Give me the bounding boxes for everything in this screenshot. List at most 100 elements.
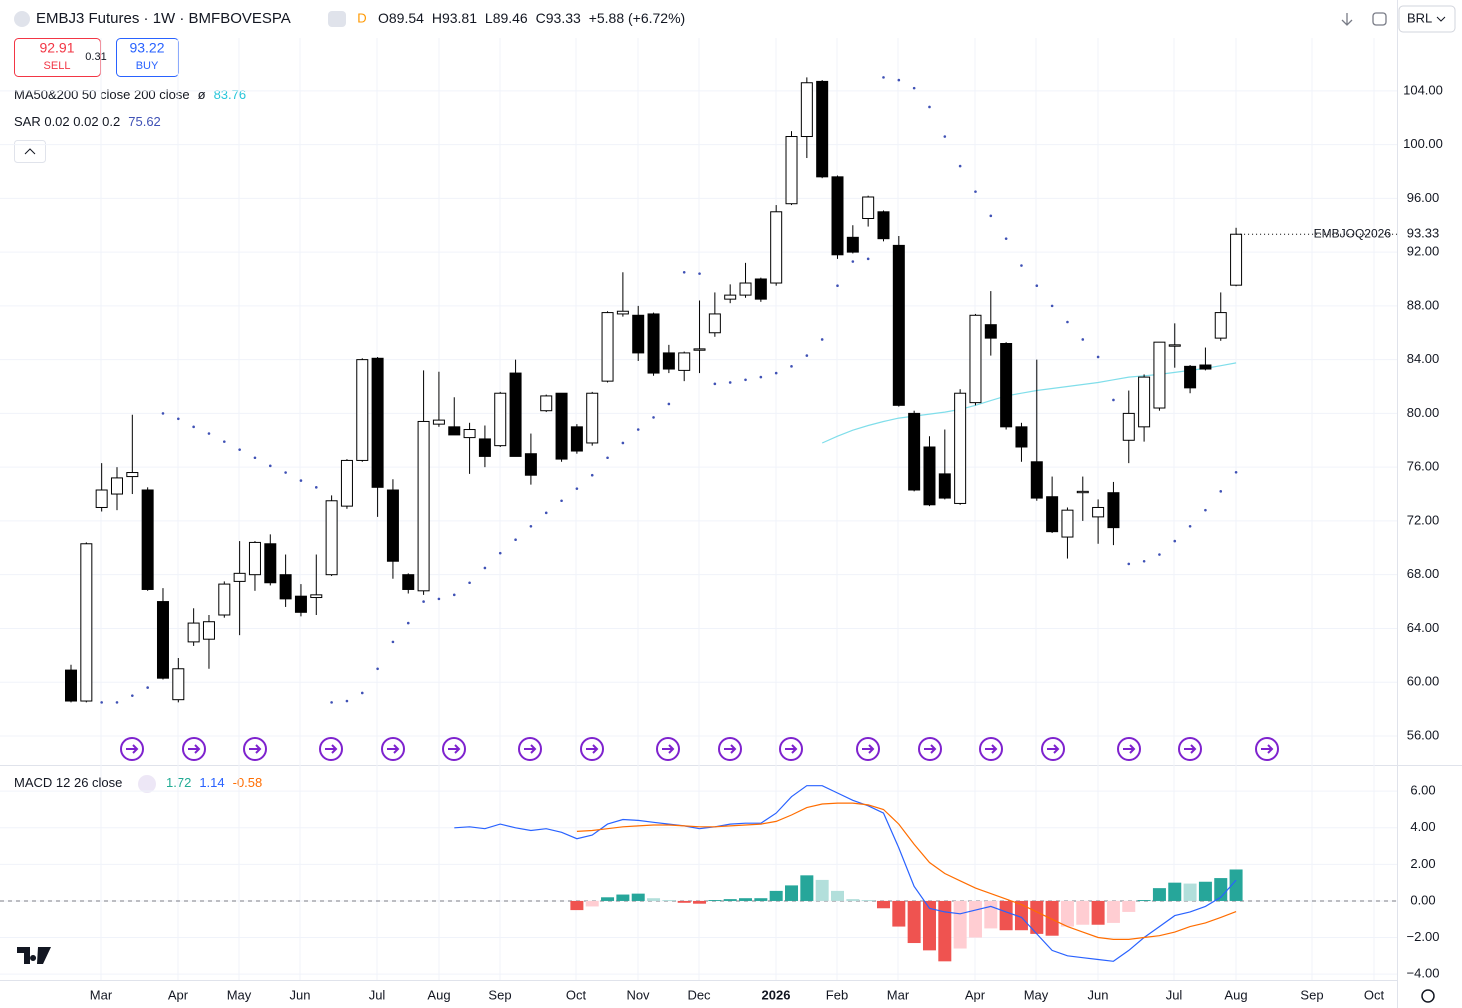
download-icon[interactable] xyxy=(1341,13,1353,26)
candle-body xyxy=(1092,506,1105,518)
candle-body xyxy=(969,314,982,404)
sar-dot xyxy=(207,432,211,435)
event-arrow xyxy=(1261,744,1274,754)
sar-dot xyxy=(268,464,272,468)
x-tick-label: 2026 xyxy=(762,987,791,1002)
currency-box[interactable] xyxy=(1398,5,1456,33)
x-tick-label: Aug xyxy=(427,987,450,1002)
settings-icon[interactable] xyxy=(1421,989,1435,1003)
symbol-title[interactable]: EMBJ3 Futures · 1W · BMFBOVESPA xyxy=(36,10,291,27)
sar-dot xyxy=(928,105,931,109)
y-tick-label: 64.00 xyxy=(1407,620,1440,635)
sar-dot xyxy=(943,135,947,138)
histogram-bar xyxy=(570,900,584,911)
sar-dot xyxy=(376,667,379,671)
candle-body xyxy=(892,244,905,406)
sar-dot xyxy=(759,375,763,379)
histogram-bar xyxy=(785,885,799,901)
histogram-bar xyxy=(1229,869,1243,901)
histogram-bar xyxy=(800,875,814,901)
signal-value: -0.58 xyxy=(233,775,263,790)
sell-label: SELL xyxy=(44,60,71,72)
y-tick-label: 84.00 xyxy=(1407,351,1440,366)
sar-dot xyxy=(744,378,747,382)
candle-body xyxy=(1168,344,1181,347)
sar-dot xyxy=(100,701,103,704)
candle-body xyxy=(954,392,967,504)
sar-dot xyxy=(115,701,119,704)
histogram-bar xyxy=(1060,900,1074,927)
sar-dot xyxy=(284,471,287,474)
sar-dot xyxy=(498,551,502,555)
ohlc-value: 93.33 xyxy=(546,10,581,26)
candle-body xyxy=(356,359,369,461)
histogram-bar xyxy=(1091,900,1105,925)
candle-body xyxy=(938,473,951,499)
sar-dot xyxy=(391,640,395,644)
x-tick-label: Jul xyxy=(1166,987,1183,1002)
histogram-bar xyxy=(739,898,753,901)
candle-body xyxy=(708,313,721,334)
sar-dot xyxy=(1004,237,1008,240)
sar-dot xyxy=(529,524,533,528)
x-tick-label: May xyxy=(227,987,252,1002)
sar-legend[interactable]: SAR 0.02 0.02 0.2 75.62 xyxy=(14,114,161,129)
sar-dot xyxy=(820,338,824,341)
event-arrow xyxy=(985,744,998,754)
sar-dot xyxy=(223,440,226,443)
candle-body xyxy=(800,82,813,138)
event-arrow xyxy=(387,744,400,754)
macd-icon[interactable] xyxy=(138,775,156,793)
candle-body xyxy=(340,459,353,507)
candle-body xyxy=(172,668,185,701)
event-arrow xyxy=(524,744,537,754)
candle-body xyxy=(1061,509,1074,538)
macd-line xyxy=(454,785,1237,962)
sar-dot xyxy=(575,487,579,490)
sar-dot xyxy=(1050,304,1054,308)
candle-body xyxy=(908,412,921,491)
histogram-bar xyxy=(662,900,676,901)
candle-body xyxy=(1030,461,1043,499)
ma-name: MA50&200 50 close 200 close xyxy=(14,87,190,102)
x-tick-label: Apr xyxy=(965,987,986,1002)
collapse-button[interactable] xyxy=(14,140,46,163)
candle-body xyxy=(80,543,93,702)
histogram-bar xyxy=(1014,900,1028,931)
candle-body xyxy=(555,392,568,460)
candle-body xyxy=(1122,412,1135,441)
sar-dot xyxy=(851,260,855,263)
y-tick-label: 88.00 xyxy=(1407,297,1440,312)
sar-dot xyxy=(652,416,655,419)
histogram-bar xyxy=(601,897,615,901)
sar-dot xyxy=(1188,524,1192,528)
candle-body xyxy=(402,574,415,590)
y-tick-label: 68.00 xyxy=(1407,566,1440,581)
candle-body xyxy=(95,489,108,508)
histogram-bar xyxy=(831,890,844,901)
sar-dot xyxy=(713,382,717,386)
histogram-bar xyxy=(1183,883,1197,901)
sar-value: 75.62 xyxy=(128,114,161,129)
histogram-bar xyxy=(953,900,967,949)
tv-logo[interactable] xyxy=(17,947,51,964)
candle-body xyxy=(156,601,169,679)
histogram-bar xyxy=(1168,882,1182,901)
histogram-bar xyxy=(892,900,906,927)
sar-dot xyxy=(299,479,303,482)
fullscreen-icon[interactable] xyxy=(1372,12,1387,26)
event-arrow xyxy=(1184,744,1197,754)
ohlc-value: 89.46 xyxy=(493,10,528,26)
badge-box[interactable] xyxy=(328,11,346,27)
histogram-bar xyxy=(1214,878,1228,901)
event-arrow xyxy=(1123,744,1136,754)
y-tick-label: 76.00 xyxy=(1407,459,1440,474)
last-price-label: 93.33 xyxy=(1407,226,1440,241)
macd-legend[interactable]: MACD 12 26 close xyxy=(14,775,122,790)
ohlc-label: C xyxy=(536,10,546,26)
candle-body xyxy=(202,621,215,640)
candle-body xyxy=(65,669,77,702)
sar-dot xyxy=(1219,490,1223,493)
